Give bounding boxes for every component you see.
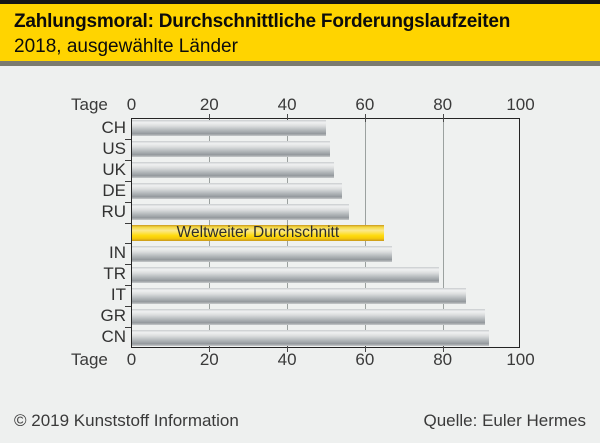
x-axis-tick-mark [209, 114, 211, 122]
bar-cn [131, 329, 490, 346]
gridline [442, 119, 444, 347]
x-tick-label-bottom: 40 [277, 350, 297, 369]
x-axis-unit-label-top: Tage [71, 95, 108, 114]
y-axis-tick-mark [125, 306, 131, 308]
bar-de [131, 183, 342, 200]
category-label-tr: TR [103, 264, 126, 284]
y-axis-tick-mark [125, 180, 131, 182]
bar-ch [131, 120, 326, 137]
chart-subtitle: 2018, ausgewählte Länder [14, 36, 238, 57]
x-tick-label-bottom: 0 [126, 350, 137, 369]
world-average-bar: Weltweiter Durchschnitt [131, 224, 385, 241]
bar-tr [131, 266, 439, 283]
x-tick-label-top: 80 [433, 95, 453, 114]
y-axis-tick-mark [125, 243, 131, 245]
copyright-text: © 2019 Kunststoff Information [14, 411, 239, 430]
y-axis-tick-mark [125, 159, 131, 161]
category-label-de: DE [102, 180, 126, 200]
x-axis-tick-mark [442, 344, 444, 352]
x-tick-label-top: 100 [506, 95, 535, 114]
x-axis-tick-mark [209, 344, 211, 352]
x-axis-tick-mark [287, 344, 289, 352]
category-label-in: IN [109, 243, 126, 263]
header-separator [0, 61, 600, 66]
chart-header: Zahlungsmoral: Durchschnittliche Forderu… [0, 0, 600, 61]
category-label-it: IT [110, 285, 126, 305]
x-axis-tick-mark [364, 344, 366, 352]
x-tick-label-bottom: 80 [433, 350, 453, 369]
category-label-us: US [102, 138, 126, 158]
y-axis-tick-mark [125, 264, 131, 266]
x-tick-label-top: 40 [277, 95, 297, 114]
chart-title: Zahlungsmoral: Durchschnittliche Forderu… [14, 11, 511, 32]
bar-us [131, 141, 330, 158]
x-axis-tick-mark [442, 114, 444, 122]
x-tick-label-top: 0 [126, 95, 137, 114]
category-label-ru: RU [101, 201, 126, 221]
x-tick-label-top: 60 [355, 95, 375, 114]
bar-it [131, 287, 467, 304]
bar-gr [131, 308, 486, 325]
category-label-ch: CH [101, 118, 126, 137]
y-axis-tick-mark [125, 201, 131, 203]
category-label-uk: UK [102, 159, 126, 179]
y-axis-tick-mark [125, 138, 131, 140]
x-axis-tick-mark [364, 114, 366, 122]
source-text: Quelle: Euler Hermes [423, 411, 586, 430]
category-label-gr: GR [100, 306, 127, 326]
y-axis-tick-mark [125, 327, 131, 329]
bar-ru [131, 204, 350, 221]
x-tick-label-top: 20 [199, 95, 219, 114]
x-tick-label-bottom: 20 [199, 350, 219, 369]
world-average-bar-label: Weltweiter Durchschnitt [176, 224, 340, 241]
y-axis-tick-mark [125, 285, 131, 287]
x-tick-label-bottom: 100 [506, 350, 535, 369]
x-axis-tick-mark [287, 114, 289, 122]
x-tick-label-bottom: 60 [355, 350, 375, 369]
bar-uk [131, 162, 334, 179]
category-label-cn: CN [101, 327, 126, 347]
y-axis-tick-mark [125, 222, 131, 224]
bar-in [131, 245, 393, 262]
x-axis-unit-label-bottom: Tage [71, 350, 108, 369]
